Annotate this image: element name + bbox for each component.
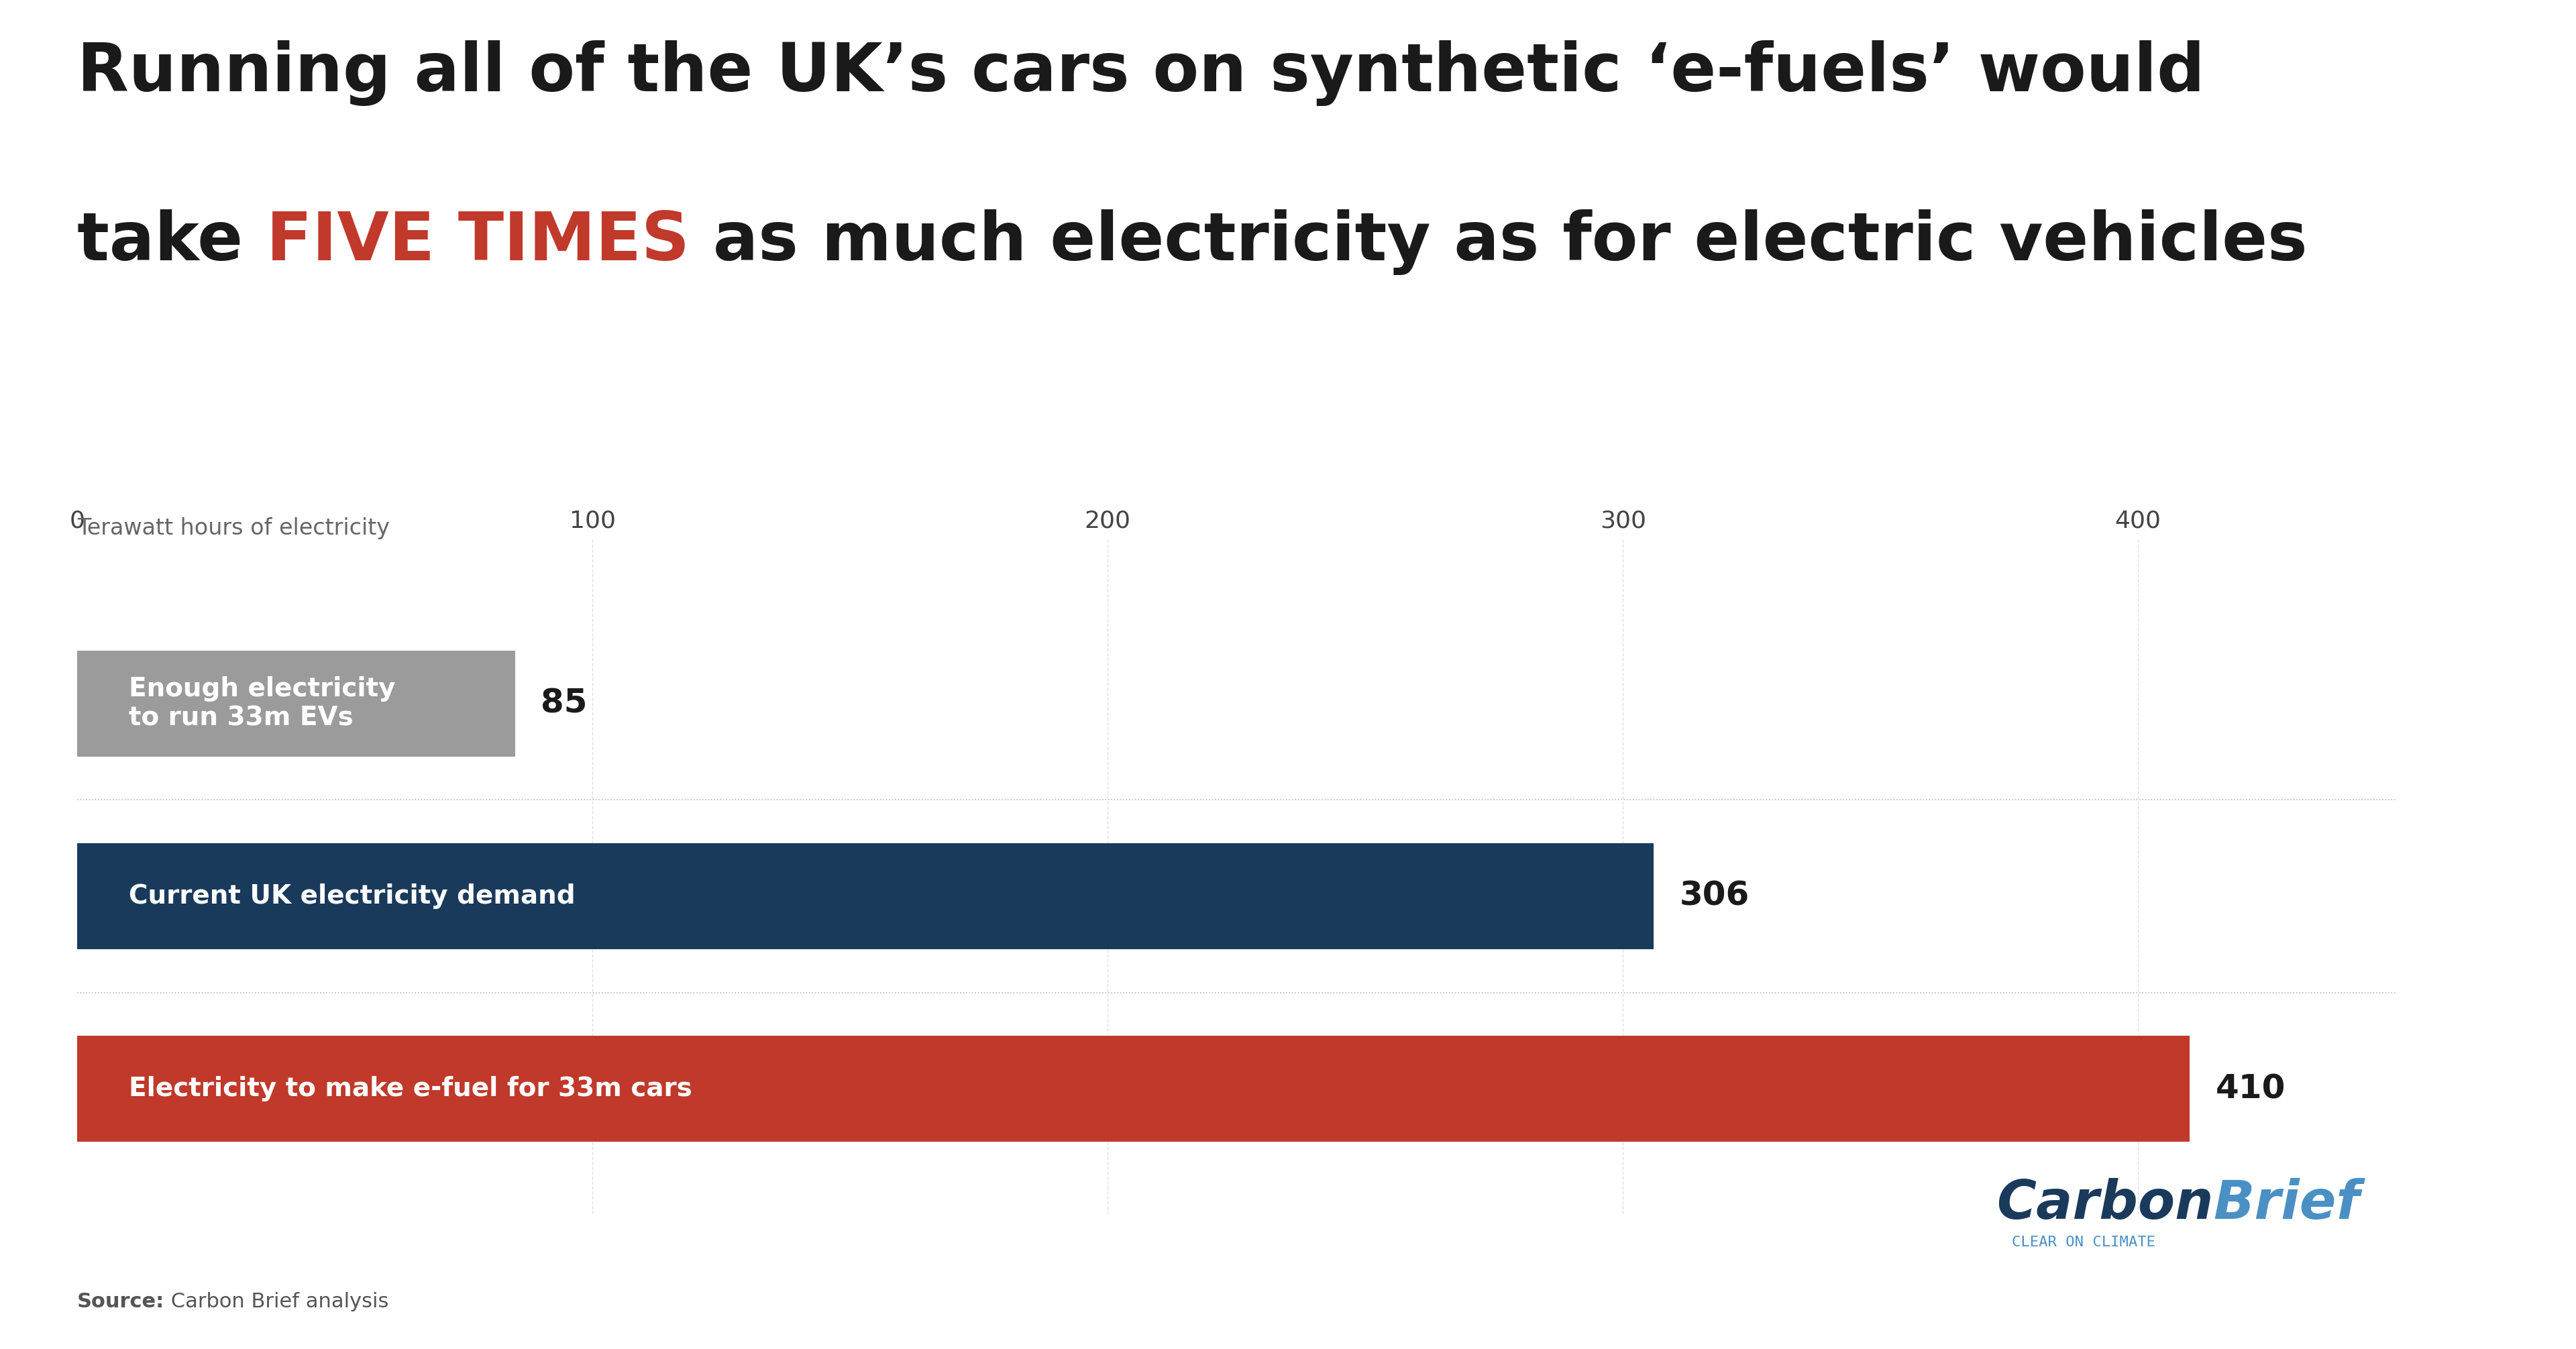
Text: CLEAR ON CLIMATE: CLEAR ON CLIMATE (2012, 1236, 2156, 1249)
Text: Current UK electricity demand: Current UK electricity demand (129, 884, 574, 909)
Text: Running all of the UK’s cars on synthetic ‘e-fuels’ would: Running all of the UK’s cars on syntheti… (77, 40, 2205, 107)
Text: Brief: Brief (2213, 1178, 2360, 1230)
Text: Terawatt hours of electricity: Terawatt hours of electricity (77, 518, 389, 540)
Text: 306: 306 (1680, 880, 1749, 912)
Text: as much electricity as for electric vehicles: as much electricity as for electric vehi… (690, 209, 2308, 275)
Bar (77, 843, 1654, 950)
Text: Electricity to make e-fuel for 33m cars: Electricity to make e-fuel for 33m cars (129, 1077, 693, 1102)
Text: 410: 410 (2215, 1072, 2285, 1105)
Bar (77, 650, 515, 757)
Text: Carbon Brief analysis: Carbon Brief analysis (165, 1292, 389, 1311)
Text: Source:: Source: (77, 1292, 165, 1311)
Text: Carbon: Carbon (1996, 1178, 2213, 1230)
Bar (77, 1036, 2190, 1141)
Text: FIVE TIMES: FIVE TIMES (265, 209, 690, 274)
Text: take: take (77, 209, 265, 274)
Text: Enough electricity
to run 33m EVs: Enough electricity to run 33m EVs (129, 676, 397, 731)
Text: 85: 85 (541, 687, 587, 719)
